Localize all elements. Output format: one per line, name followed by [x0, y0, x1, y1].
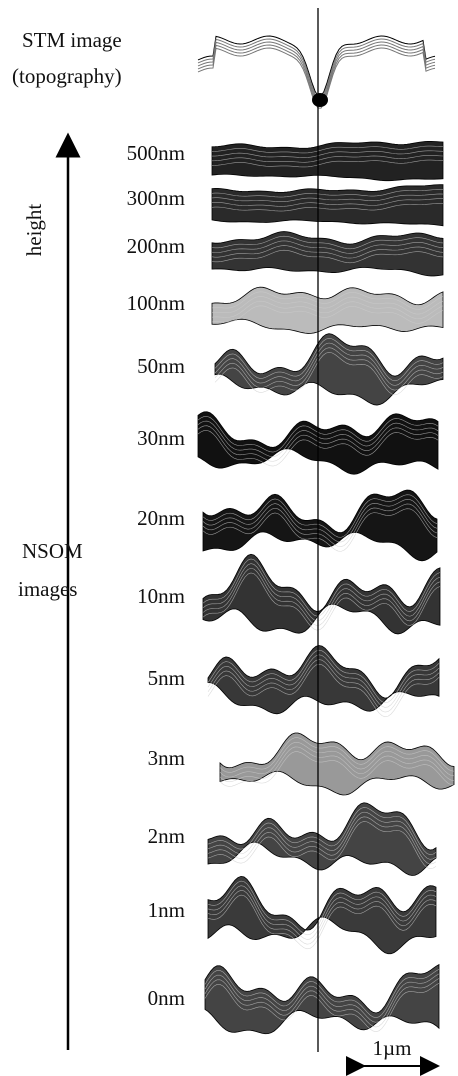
- height-label: 5nm: [148, 666, 185, 690]
- height-label: 3nm: [148, 746, 185, 770]
- surface: [207, 802, 437, 876]
- surface: [202, 553, 441, 635]
- contour-line: [202, 499, 438, 543]
- contour-line: [211, 291, 444, 310]
- contour-line: [204, 968, 440, 1018]
- contour-line: [202, 508, 438, 552]
- contour-line: [202, 572, 441, 631]
- contour-line: [219, 751, 455, 787]
- contour-line: [207, 880, 437, 936]
- contour-line: [211, 240, 444, 254]
- height-label: 20nm: [137, 506, 185, 530]
- contour-line: [211, 305, 444, 324]
- stm-title: STM image: [22, 28, 122, 52]
- contour-line: [219, 737, 455, 773]
- height-label: 500nm: [127, 141, 185, 165]
- scale-bar-label: 1µm: [373, 1036, 412, 1060]
- surface: [202, 489, 438, 562]
- height-label: 50nm: [137, 354, 185, 378]
- height-label: 200nm: [127, 234, 185, 258]
- images-label: images: [18, 577, 77, 601]
- stm-subtitle: (topography): [12, 64, 122, 88]
- contour-line: [211, 300, 444, 320]
- contour-line: [207, 885, 437, 940]
- contour-line: [219, 746, 455, 783]
- height-label: 2nm: [148, 824, 185, 848]
- contour-line: [211, 188, 444, 198]
- contour-line: [204, 982, 440, 1032]
- contour-line: [211, 150, 444, 158]
- contour-line: [211, 145, 444, 154]
- contour-line: [211, 159, 444, 168]
- contour-line: [207, 890, 437, 945]
- height-label: 300nm: [127, 186, 185, 210]
- contour-line: [207, 894, 437, 950]
- surface: [207, 645, 440, 715]
- contour-line: [207, 811, 437, 860]
- contour-line: [202, 494, 438, 538]
- contour-line: [204, 978, 440, 1028]
- contour-line: [214, 338, 444, 382]
- contour-line: [207, 659, 440, 713]
- stm-profile: [197, 35, 436, 97]
- surface: [211, 141, 444, 182]
- contour-line: [211, 235, 444, 250]
- contour-line: [202, 503, 438, 548]
- contour-line: [214, 352, 444, 396]
- contour-line: [211, 296, 444, 315]
- contour-line: [202, 558, 441, 617]
- contour-line: [207, 816, 437, 865]
- contour-line: [202, 563, 441, 622]
- height-label: 0nm: [148, 986, 185, 1010]
- contour-line: [207, 663, 440, 718]
- contour-line: [207, 654, 440, 708]
- contour-line: [202, 567, 441, 626]
- contour-line: [207, 649, 440, 704]
- contour-line: [211, 245, 444, 259]
- surface: [211, 231, 444, 277]
- surface: [207, 875, 437, 955]
- height-label: 100nm: [127, 291, 185, 315]
- contour-line: [211, 193, 444, 203]
- contour-line: [204, 973, 440, 1023]
- contour-line: [207, 821, 437, 869]
- contour-line: [211, 249, 444, 264]
- height-label: 30nm: [137, 426, 185, 450]
- height-label: height: [22, 204, 46, 257]
- surfaces: 500nm 300nm 200nm 100nm 50nm 30nm 20nm 10nm 5nm 3…: [127, 35, 455, 1035]
- contour-line: [211, 155, 444, 163]
- nsom-label: NSOM: [22, 539, 83, 563]
- surface: [219, 732, 455, 796]
- surface: [204, 963, 440, 1035]
- contour-line: [211, 202, 444, 212]
- surface: [211, 286, 444, 334]
- surface: [211, 184, 444, 227]
- surface: [214, 333, 444, 406]
- stm-dip: [312, 93, 328, 107]
- contour-line: [214, 342, 444, 386]
- height-label: 1nm: [148, 898, 185, 922]
- contour-line: [211, 198, 444, 207]
- contour-line: [207, 807, 437, 855]
- contour-line: [219, 742, 455, 778]
- height-label: 10nm: [137, 584, 185, 608]
- contour-line: [214, 347, 444, 391]
